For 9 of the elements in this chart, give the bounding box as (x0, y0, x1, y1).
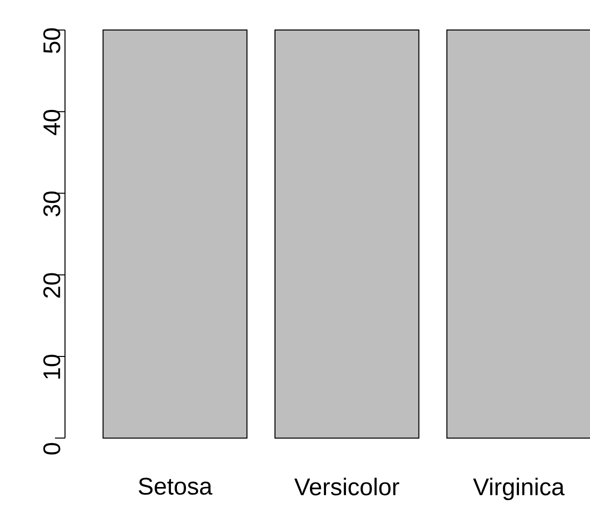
x-tick-label: Versicolor (294, 478, 400, 496)
x-tick-label: Setosa (138, 478, 212, 495)
y-tick-label: 10 (43, 354, 60, 379)
y-tick-label: 40 (43, 110, 60, 136)
y-tick-label: 20 (43, 273, 60, 298)
y-tick-label: 50 (43, 28, 60, 54)
y-tick-label: 30 (43, 191, 60, 216)
y-tick-label: 0 (43, 442, 60, 454)
x-tick-label: Virginica (473, 478, 565, 500)
